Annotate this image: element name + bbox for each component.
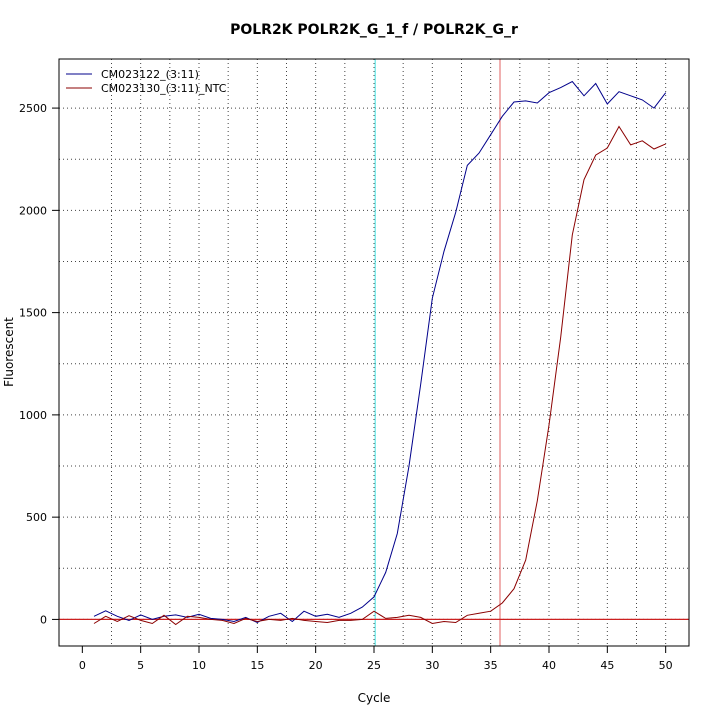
legend: CM023122_(3:11)CM023130_(3:11)_NTC <box>66 68 227 95</box>
x-tick-label: 40 <box>542 659 556 672</box>
y-axis: 0 500 1000 1500 2000 2500 <box>19 102 59 626</box>
y-tick-label: 2000 <box>19 204 47 217</box>
x-tick-label: 50 <box>659 659 673 672</box>
x-tick-label: 35 <box>484 659 498 672</box>
x-tick-label: 15 <box>250 659 264 672</box>
x-tick-label: 30 <box>425 659 439 672</box>
x-tick-label: 5 <box>137 659 144 672</box>
chart-title: POLR2K POLR2K_G_1_f / POLR2K_G_r <box>230 22 518 38</box>
threshold-layer <box>59 59 689 646</box>
x-axis-title: Cycle <box>358 691 391 705</box>
legend-label: CM023130_(3:11)_NTC <box>101 82 227 95</box>
x-tick-label: 10 <box>192 659 206 672</box>
y-tick-label: 0 <box>40 613 47 626</box>
x-tick-label: 20 <box>309 659 323 672</box>
x-tick-label: 45 <box>600 659 614 672</box>
y-tick-label: 1500 <box>19 307 47 320</box>
y-axis-title: Fluorescent <box>2 317 16 387</box>
y-tick-label: 2500 <box>19 102 47 115</box>
series-layer <box>93 80 667 626</box>
x-tick-label: 25 <box>367 659 381 672</box>
x-tick-label: 0 <box>79 659 86 672</box>
y-tick-label: 1000 <box>19 409 47 422</box>
legend-label: CM023122_(3:11) <box>101 68 199 81</box>
series-line <box>93 125 666 626</box>
y-tick-label: 500 <box>26 511 47 524</box>
x-axis: 0 5 10 15 20 25 30 35 40 45 50 <box>79 646 673 672</box>
